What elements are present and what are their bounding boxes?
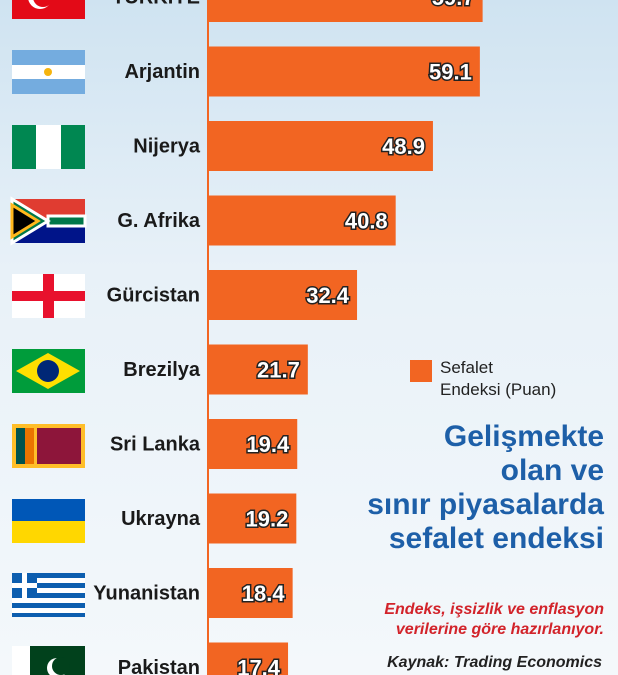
value-label: 17.4 bbox=[237, 655, 281, 675]
bar bbox=[208, 568, 293, 618]
value-label: 18.4 bbox=[242, 581, 286, 606]
bar bbox=[208, 121, 433, 171]
category-label: Gürcistan bbox=[107, 284, 200, 306]
category-label: Sri Lanka bbox=[110, 433, 201, 455]
value-label: 48.9 bbox=[382, 134, 425, 159]
legend-label: Sefalet Endeksi (Puan) bbox=[440, 358, 557, 399]
title-line: Gelişmekte bbox=[443, 420, 604, 453]
bar bbox=[208, 419, 298, 469]
category-label: Arjantin bbox=[124, 61, 200, 83]
subtitle-line: Endeks, işsizlik ve enflasyon bbox=[384, 601, 604, 618]
bar bbox=[208, 46, 480, 97]
legend-swatch bbox=[410, 360, 432, 382]
title-line: sefalet endeksi bbox=[388, 522, 604, 555]
title-line: sınır piyasalarda bbox=[367, 488, 604, 521]
source: Kaynak: Trading Economics bbox=[387, 654, 602, 671]
category-label: Yunanistan bbox=[93, 582, 200, 604]
value-label: 19.4 bbox=[246, 432, 290, 457]
category-label: Ukrayna bbox=[121, 508, 201, 530]
value-label: 21.7 bbox=[257, 357, 300, 382]
bar bbox=[208, 493, 297, 544]
bar bbox=[208, 270, 358, 320]
category-label: Pakistan bbox=[118, 657, 200, 675]
bar bbox=[208, 195, 396, 246]
bar bbox=[208, 344, 308, 395]
value-label: 32.4 bbox=[306, 283, 350, 308]
bar bbox=[208, 642, 289, 675]
subtitle: Endeks, işsizlik ve enflasyon verilerine … bbox=[384, 600, 604, 640]
category-label: Brezilya bbox=[123, 359, 201, 381]
value-label: 19.2 bbox=[245, 506, 288, 531]
legend: Sefalet Endeksi (Puan) bbox=[410, 357, 558, 401]
category-label: TÜRKİYE bbox=[112, 0, 200, 8]
subtitle-line: verilerine göre hazırlanıyor. bbox=[395, 621, 604, 638]
category-label: G. Afrika bbox=[117, 210, 200, 232]
value-label: 59.7 bbox=[432, 0, 475, 10]
title: Gelişmekte olan ve sınır piyasalarda sefale… bbox=[367, 420, 604, 556]
category-label: Nijerya bbox=[133, 135, 201, 157]
value-label: 59.1 bbox=[429, 59, 472, 84]
flags bbox=[10, 0, 87, 675]
title-line: olan ve bbox=[500, 454, 604, 487]
bar bbox=[208, 0, 483, 22]
value-label: 40.8 bbox=[345, 208, 388, 233]
